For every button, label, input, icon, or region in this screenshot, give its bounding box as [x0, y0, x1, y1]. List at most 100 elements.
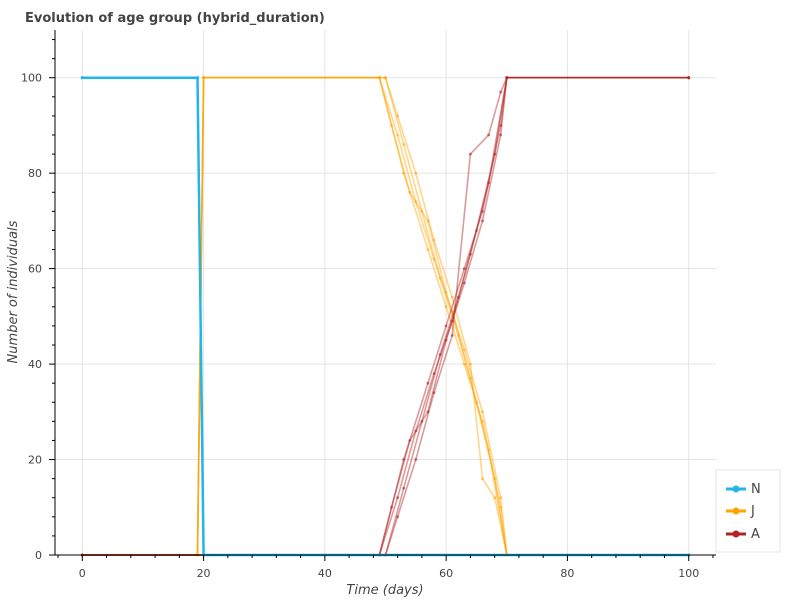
series-a-point — [396, 515, 399, 519]
series-j-run-line — [82, 76, 689, 556]
x-tick-label: 60 — [439, 567, 453, 580]
series-j-point — [499, 505, 503, 509]
series-j-point — [432, 238, 436, 242]
series-a-point — [414, 429, 418, 433]
series-a-run-line — [82, 76, 689, 556]
legend-item-a[interactable]: A — [726, 527, 760, 542]
y-tick-label: 0 — [35, 549, 42, 562]
series-a-point — [456, 295, 460, 299]
series-a-run-line — [82, 76, 689, 556]
x-tick-label: 80 — [560, 567, 574, 580]
series-j-point — [432, 257, 436, 261]
legend-marker-j — [732, 507, 740, 515]
y-tick-label: 80 — [28, 167, 42, 180]
series-j-run-line — [82, 76, 689, 556]
series-a-point — [481, 210, 484, 213]
series-j-point — [408, 190, 412, 194]
series-j-point — [450, 310, 454, 313]
series-a-point — [462, 267, 466, 270]
series-j-point — [481, 410, 484, 414]
series-j-point — [462, 362, 466, 366]
series-a-point — [390, 505, 393, 509]
series-a-point — [687, 76, 691, 80]
legend-box — [715, 469, 781, 553]
series-j-point — [493, 477, 497, 480]
ticks: 0 20 40 60 80 100 0 20 40 60 80 100 — [21, 39, 714, 580]
x-tick-label: 40 — [318, 567, 332, 580]
series-n-point — [195, 76, 200, 80]
series-j-point — [402, 143, 406, 146]
series-j-point — [493, 496, 497, 500]
x-axis-label: Time (days) — [346, 583, 423, 598]
series-j-point — [462, 348, 466, 352]
series-a-point — [444, 324, 448, 328]
series-a-point — [414, 458, 418, 461]
series-a-point — [426, 410, 430, 414]
series-j-point — [390, 124, 393, 127]
series-j-point — [438, 276, 442, 280]
series-a-point — [469, 252, 472, 256]
grid — [55, 30, 716, 556]
series-j-point — [469, 362, 472, 366]
series-a-point — [481, 219, 484, 223]
series-a — [80, 76, 691, 557]
series-a-point — [499, 90, 503, 94]
series-j-point — [456, 334, 460, 337]
series-j-point — [414, 200, 418, 204]
series-a-point — [469, 152, 472, 156]
series-a-point — [444, 338, 448, 342]
series-n-point — [80, 76, 84, 80]
y-tick-label: 40 — [28, 358, 42, 371]
legend-marker-n — [732, 485, 740, 493]
y-tick-label: 20 — [28, 454, 42, 467]
series-j-point — [444, 291, 448, 294]
series-j-point — [384, 76, 387, 80]
chart-title: Evolution of age group (hybrid_duration) — [25, 11, 325, 26]
series-a-point — [493, 152, 497, 156]
series-a-point — [499, 133, 503, 137]
legend-item-n[interactable]: N — [726, 482, 761, 497]
legend-marker-a — [732, 530, 740, 538]
series-j-run-line — [82, 76, 689, 556]
series-j-point — [444, 305, 448, 309]
series-j-point — [202, 76, 206, 80]
series-j-point — [396, 133, 399, 137]
series-a-point — [450, 319, 454, 323]
series-a-run-line — [82, 76, 689, 556]
y-tick-label: 100 — [21, 72, 42, 85]
series-j-point — [402, 171, 406, 175]
series-j-point — [378, 76, 381, 80]
series-a-point — [420, 420, 424, 423]
series-a-point — [402, 458, 406, 461]
series-j-point — [499, 496, 503, 500]
series-j-point — [426, 219, 430, 223]
series-j-point — [414, 171, 418, 175]
series-a-point — [426, 381, 430, 385]
series-j-point — [487, 448, 490, 452]
series-lines — [80, 76, 691, 557]
series-j-point — [481, 420, 484, 423]
x-tick-label: 0 — [79, 567, 86, 580]
y-axis-label: Number of individuals — [6, 220, 21, 363]
series-a-point — [487, 181, 490, 185]
series-a-point — [432, 391, 436, 395]
x-tick-label: 100 — [678, 567, 699, 580]
series-j-point — [469, 377, 472, 380]
series-a-point — [396, 496, 399, 500]
series-j-point — [420, 210, 424, 213]
series-a-point — [505, 76, 509, 80]
series-j-point — [475, 400, 478, 404]
series-a-point — [475, 229, 478, 232]
y-tick-label: 60 — [28, 263, 42, 276]
series-a-point — [450, 334, 454, 337]
legend-label-a: A — [751, 527, 760, 542]
legend-item-j[interactable]: J — [726, 504, 755, 519]
series-a-point — [462, 281, 466, 285]
legend: N J A — [715, 469, 781, 553]
series-j — [80, 76, 691, 557]
series-j-point — [450, 295, 454, 299]
series-a-point — [438, 353, 442, 356]
series-a-point — [402, 486, 406, 490]
